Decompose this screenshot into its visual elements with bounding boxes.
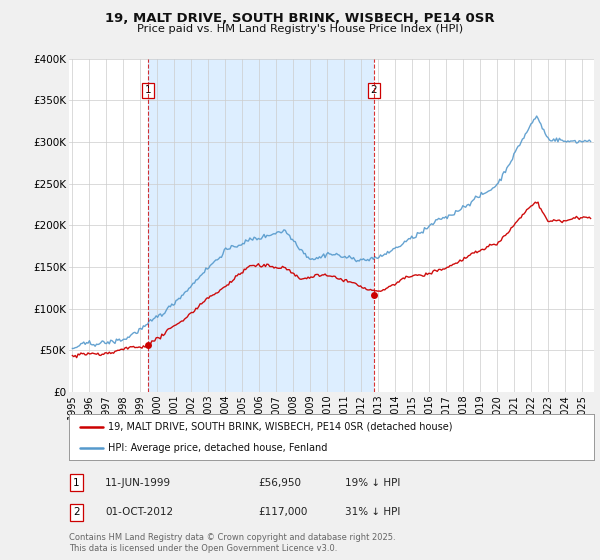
Text: 11-JUN-1999: 11-JUN-1999 (105, 478, 171, 488)
Text: £56,950: £56,950 (258, 478, 301, 488)
Text: 2: 2 (73, 507, 80, 517)
Text: Contains HM Land Registry data © Crown copyright and database right 2025.
This d: Contains HM Land Registry data © Crown c… (69, 533, 395, 553)
Bar (148, 59, 374, 392)
Text: 19, MALT DRIVE, SOUTH BRINK, WISBECH, PE14 0SR (detached house): 19, MALT DRIVE, SOUTH BRINK, WISBECH, PE… (109, 422, 453, 432)
Text: £117,000: £117,000 (258, 507, 307, 517)
Text: 19, MALT DRIVE, SOUTH BRINK, WISBECH, PE14 0SR: 19, MALT DRIVE, SOUTH BRINK, WISBECH, PE… (105, 12, 495, 25)
Text: 1: 1 (145, 86, 151, 95)
Text: 31% ↓ HPI: 31% ↓ HPI (345, 507, 400, 517)
Text: Price paid vs. HM Land Registry's House Price Index (HPI): Price paid vs. HM Land Registry's House … (137, 24, 463, 34)
Text: 01-OCT-2012: 01-OCT-2012 (105, 507, 173, 517)
Text: HPI: Average price, detached house, Fenland: HPI: Average price, detached house, Fenl… (109, 443, 328, 453)
Text: 1: 1 (73, 478, 80, 488)
Text: 19% ↓ HPI: 19% ↓ HPI (345, 478, 400, 488)
Text: 2: 2 (371, 86, 377, 95)
